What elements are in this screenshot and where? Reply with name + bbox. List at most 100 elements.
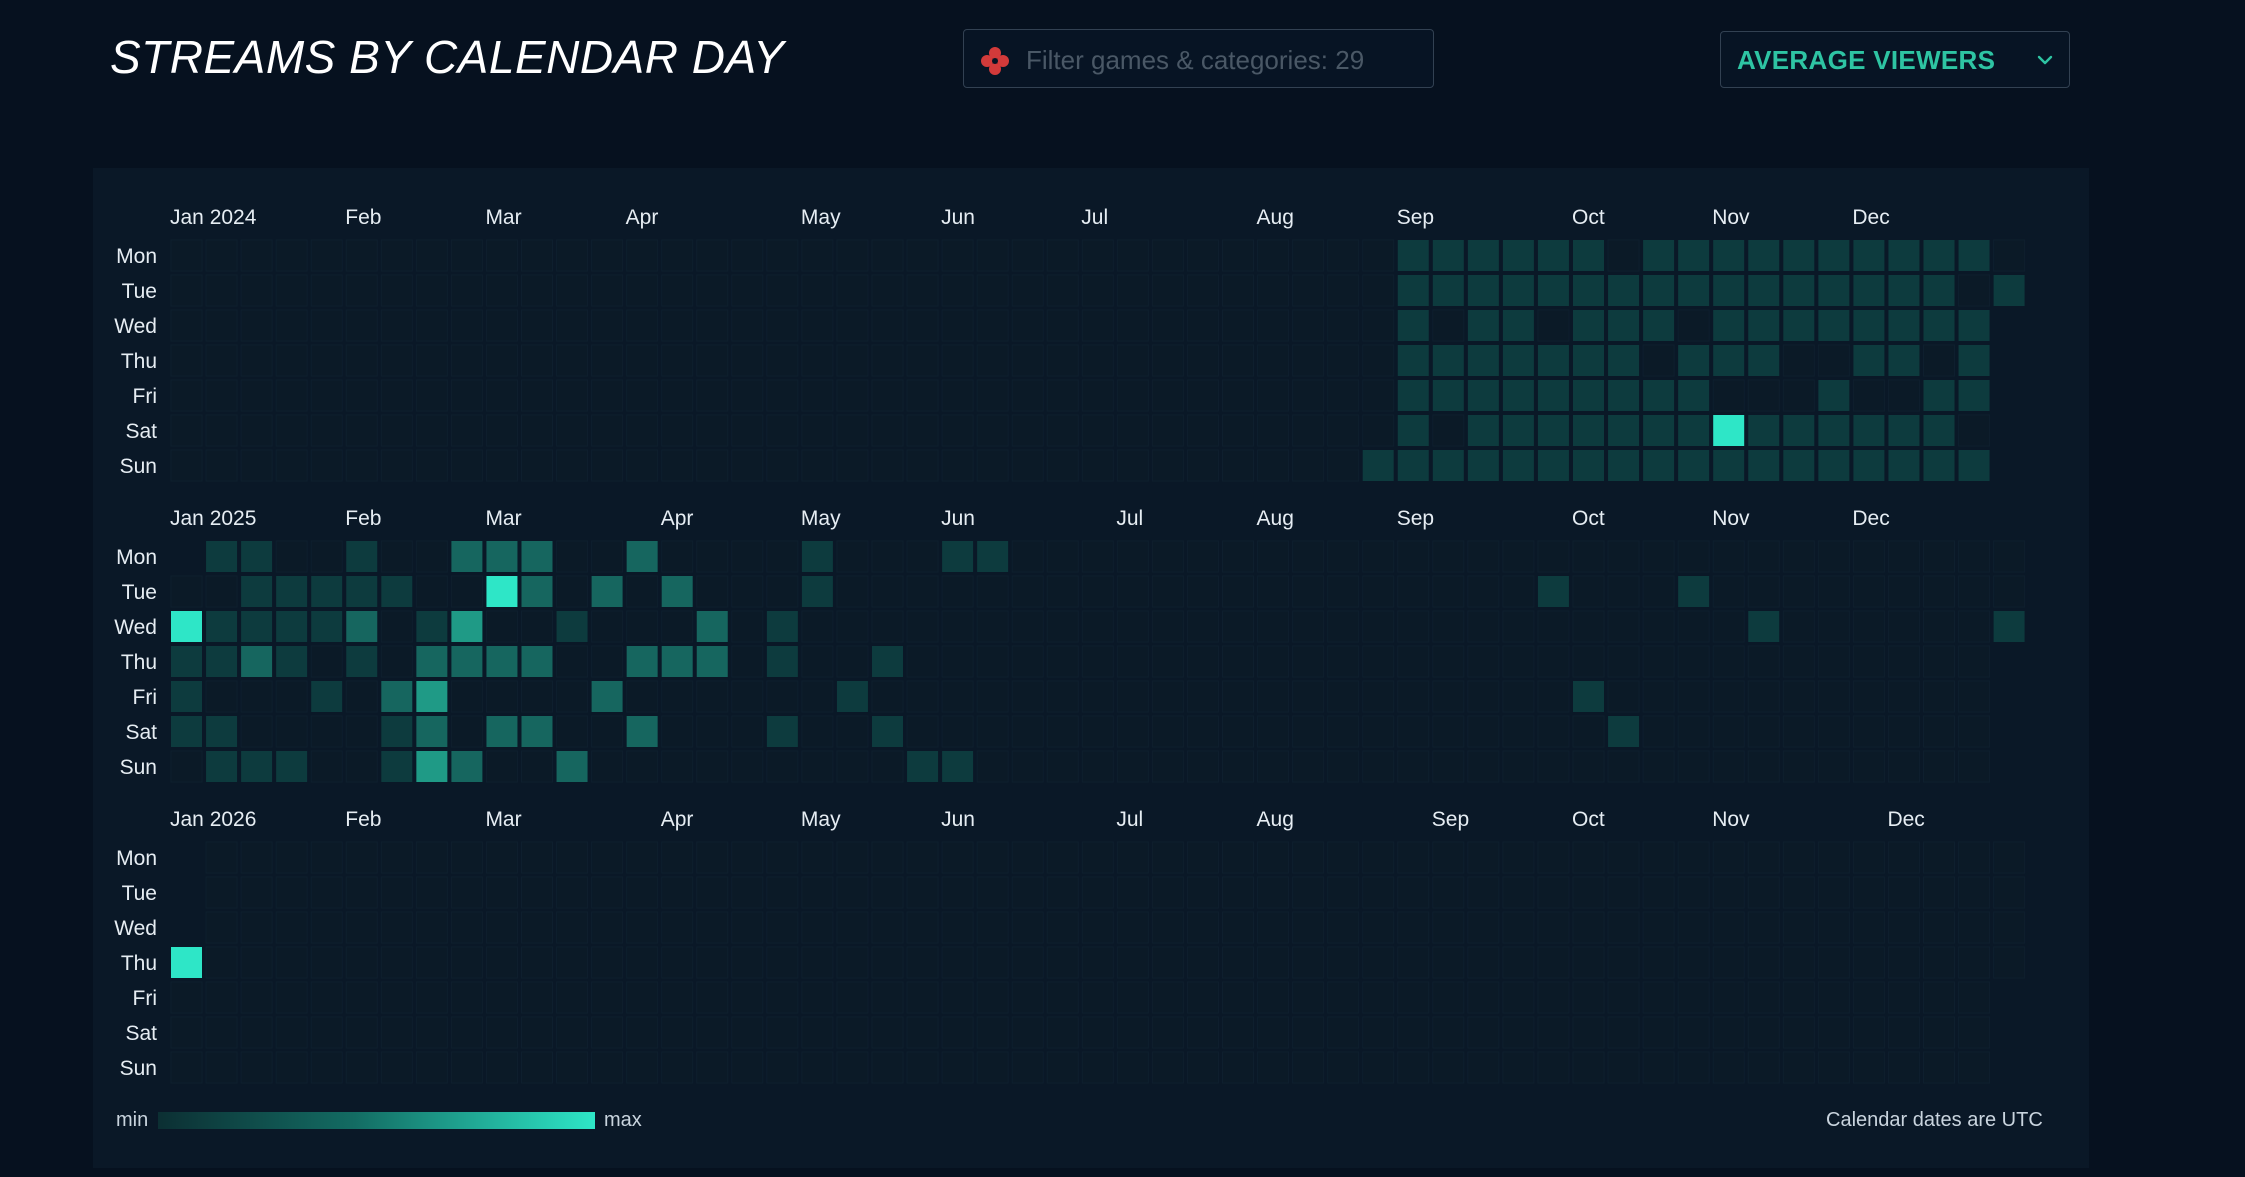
day-cell[interactable] <box>310 540 343 573</box>
day-cell[interactable] <box>1467 876 1500 909</box>
day-cell[interactable] <box>1958 946 1991 979</box>
day-cell[interactable] <box>591 309 624 342</box>
day-cell[interactable] <box>381 576 413 607</box>
day-cell[interactable] <box>1537 450 1569 481</box>
day-cell[interactable] <box>556 611 588 642</box>
day-cell[interactable] <box>1151 750 1184 783</box>
day-cell[interactable] <box>661 946 694 979</box>
day-cell[interactable] <box>521 981 553 1014</box>
day-cell[interactable] <box>1397 1016 1430 1049</box>
day-cell[interactable] <box>1643 240 1675 271</box>
day-cell[interactable] <box>1467 415 1499 446</box>
day-cell[interactable] <box>696 911 729 944</box>
day-cell[interactable] <box>1678 380 1710 411</box>
day-cell[interactable] <box>1292 239 1325 272</box>
day-cell[interactable] <box>1116 1016 1149 1049</box>
day-cell[interactable] <box>1222 645 1254 678</box>
day-cell[interactable] <box>941 414 974 447</box>
day-cell[interactable] <box>976 981 1009 1014</box>
day-cell[interactable] <box>1222 911 1254 944</box>
day-cell[interactable] <box>801 239 834 272</box>
day-cell[interactable] <box>1713 240 1745 271</box>
day-cell[interactable] <box>1467 310 1499 341</box>
day-cell[interactable] <box>1467 275 1499 306</box>
day-cell[interactable] <box>801 379 834 412</box>
day-cell[interactable] <box>591 715 624 748</box>
day-cell[interactable] <box>451 541 483 572</box>
day-cell[interactable] <box>1081 274 1114 307</box>
day-cell[interactable] <box>486 716 518 747</box>
day-cell[interactable] <box>276 751 308 782</box>
day-cell[interactable] <box>380 946 413 979</box>
day-cell[interactable] <box>766 841 799 874</box>
day-cell[interactable] <box>1432 414 1465 447</box>
day-cell[interactable] <box>626 449 659 482</box>
day-cell[interactable] <box>731 344 764 377</box>
day-cell[interactable] <box>836 1016 869 1049</box>
day-cell[interactable] <box>380 981 413 1014</box>
day-cell[interactable] <box>871 876 904 909</box>
day-cell[interactable] <box>171 681 202 712</box>
day-cell[interactable] <box>451 646 483 677</box>
day-cell[interactable] <box>1502 540 1535 573</box>
day-cell[interactable] <box>1397 1051 1430 1084</box>
day-cell[interactable] <box>1327 645 1360 678</box>
day-cell[interactable] <box>1397 540 1430 573</box>
day-cell[interactable] <box>1573 450 1604 481</box>
day-cell[interactable] <box>1712 575 1745 608</box>
day-cell[interactable] <box>661 576 693 607</box>
day-cell[interactable] <box>1642 750 1675 783</box>
day-cell[interactable] <box>1817 841 1850 874</box>
day-cell[interactable] <box>1782 344 1815 377</box>
day-cell[interactable] <box>1783 275 1815 306</box>
day-cell[interactable] <box>275 379 308 412</box>
day-cell[interactable] <box>275 239 308 272</box>
day-cell[interactable] <box>1257 911 1290 944</box>
day-cell[interactable] <box>1643 310 1675 341</box>
day-cell[interactable] <box>1327 680 1360 713</box>
day-cell[interactable] <box>1502 415 1534 446</box>
day-cell[interactable] <box>1362 981 1395 1014</box>
day-cell[interactable] <box>1747 750 1780 783</box>
day-cell[interactable] <box>346 541 378 572</box>
day-cell[interactable] <box>976 379 1009 412</box>
day-cell[interactable] <box>801 449 834 482</box>
day-cell[interactable] <box>345 680 378 713</box>
day-cell[interactable] <box>1958 1016 1991 1049</box>
day-cell[interactable] <box>1818 310 1850 341</box>
day-cell[interactable] <box>1607 680 1640 713</box>
day-cell[interactable] <box>1151 841 1184 874</box>
day-cell[interactable] <box>1887 1051 1920 1084</box>
day-cell[interactable] <box>1713 310 1745 341</box>
day-cell[interactable] <box>1397 380 1429 411</box>
day-cell[interactable] <box>310 1016 343 1049</box>
day-cell[interactable] <box>1923 911 1955 944</box>
day-cell[interactable] <box>661 540 694 573</box>
day-cell[interactable] <box>871 274 904 307</box>
day-cell[interactable] <box>591 540 624 573</box>
day-cell[interactable] <box>1712 946 1745 979</box>
day-cell[interactable] <box>871 610 904 643</box>
day-cell[interactable] <box>1887 876 1920 909</box>
day-cell[interactable] <box>310 841 343 874</box>
day-cell[interactable] <box>171 611 202 642</box>
day-cell[interactable] <box>556 715 589 748</box>
day-cell[interactable] <box>485 274 518 307</box>
day-cell[interactable] <box>521 414 553 447</box>
day-cell[interactable] <box>556 751 588 782</box>
day-cell[interactable] <box>591 911 624 944</box>
day-cell[interactable] <box>591 750 624 783</box>
day-cell[interactable] <box>801 414 834 447</box>
day-cell[interactable] <box>836 981 869 1014</box>
day-cell[interactable] <box>1257 379 1290 412</box>
day-cell[interactable] <box>871 1016 904 1049</box>
day-cell[interactable] <box>1222 379 1254 412</box>
day-cell[interactable] <box>415 946 448 979</box>
day-cell[interactable] <box>836 946 869 979</box>
day-cell[interactable] <box>1712 750 1745 783</box>
day-cell[interactable] <box>240 946 273 979</box>
day-cell[interactable] <box>1467 575 1500 608</box>
day-cell[interactable] <box>976 239 1009 272</box>
day-cell[interactable] <box>1993 611 2025 642</box>
day-cell[interactable] <box>1817 680 1850 713</box>
